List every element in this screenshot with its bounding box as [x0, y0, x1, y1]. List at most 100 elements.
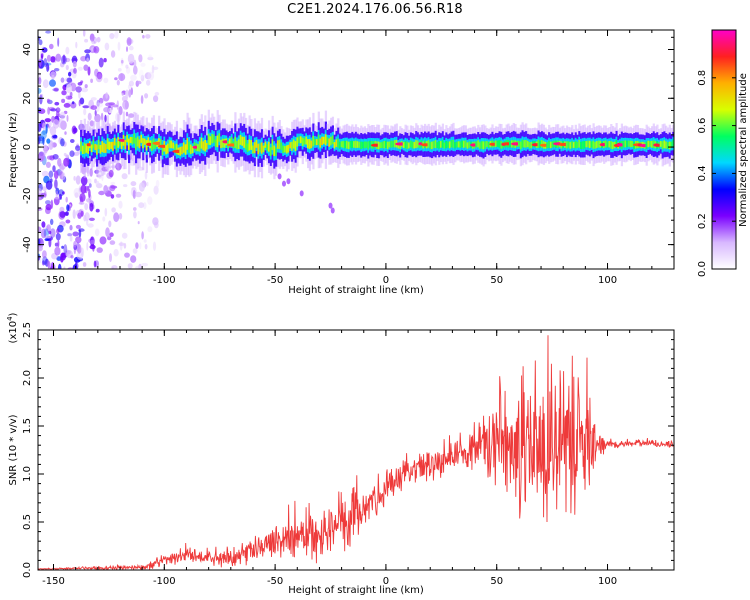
spectrogram-band-cell	[266, 144, 269, 151]
spectrogram-panel: -150 -100 -50 0 50 100 -40 -20 0 20 40 Height of s…	[8, 29, 675, 296]
spectrogram-band-cell	[131, 137, 134, 145]
spectrogram-band-cell	[390, 140, 393, 148]
spectrogram-blob	[118, 242, 125, 246]
spectrogram-blob	[54, 179, 58, 189]
spectrogram-blob	[105, 92, 109, 99]
spectrogram-blob	[38, 39, 43, 46]
spectrogram-blob	[38, 226, 42, 233]
spectrogram-band-cell	[346, 140, 349, 149]
spectrogram-band-cell	[243, 136, 246, 148]
spectrogram-band-cell	[184, 144, 187, 155]
spectrogram-blob	[50, 199, 54, 209]
spectrogram-blob	[41, 221, 46, 228]
spectrogram-band-cell	[133, 133, 136, 144]
spectrogram-blob	[141, 231, 144, 240]
spectrogram-blob	[43, 145, 48, 154]
spectrogram-blob	[53, 196, 60, 206]
spectrogram-band-cell	[482, 141, 485, 150]
spectrogram-band-cell	[571, 141, 574, 149]
spectrogram-peak	[146, 142, 153, 146]
spectrogram-band-cell	[358, 141, 361, 148]
snr-panel: -150 -100 -50 0 50 100 0.0 0.5 1.0 1.5 2.0 2.5 Heig…	[6, 312, 675, 596]
spectrogram-band-cell	[106, 138, 109, 149]
spectrogram-blob	[42, 79, 49, 89]
spectrogram-blob	[115, 193, 122, 198]
spectrogram-blob	[49, 126, 57, 136]
spectrogram-band-cell	[443, 142, 446, 149]
spectrogram-blob	[98, 97, 104, 104]
spectrogram-band-cell	[285, 145, 289, 154]
spectrogram-band-cell	[323, 136, 326, 144]
spectrogram-band-cell	[541, 140, 544, 148]
spectrogram-blob	[75, 41, 78, 49]
spectrogram-band-cell	[459, 141, 462, 148]
spectrogram-blob	[63, 244, 68, 254]
spectrogram-blob	[45, 200, 51, 205]
spectrogram-band-cell	[319, 138, 322, 148]
spectrogram-blob	[66, 250, 73, 259]
spectrogram-blob	[277, 173, 282, 180]
spectrogram-band-cell	[526, 140, 530, 147]
spectrogram-band-cell	[136, 136, 140, 147]
spectrogram-band-cell	[585, 141, 588, 148]
spectrogram-blob	[65, 196, 68, 203]
spectrogram-band-cell	[441, 140, 445, 148]
spectrogram-blob	[95, 208, 100, 213]
spectrogram-blob	[104, 114, 107, 123]
spectrogram-band-cell	[179, 146, 182, 156]
spectrogram-band-cell	[298, 136, 301, 144]
spectrogram-band-cell	[432, 141, 436, 149]
spectrogram-band-cell	[96, 144, 99, 155]
spectrogram-band-cell	[468, 141, 471, 148]
spectrogram-band-cell	[431, 141, 434, 150]
spectrogram-blob	[121, 173, 128, 180]
spectrogram-band-cell	[631, 141, 634, 147]
spectrogram-blob	[153, 221, 159, 229]
spectrogram-blob	[95, 180, 100, 188]
spectrogram-blob	[40, 53, 44, 58]
spectrogram-blob	[94, 228, 100, 237]
spectrogram-blob	[96, 71, 103, 80]
spectrogram-band-cell	[246, 143, 249, 152]
spectrogram-blob	[93, 260, 97, 268]
spectrogram-band-cell	[80, 141, 83, 152]
spectrogram-band-cell	[326, 137, 329, 144]
spectrogram-band-cell	[292, 139, 296, 149]
spectrogram-band-cell	[207, 133, 210, 145]
spectrogram-band-cell	[115, 142, 118, 151]
spectrogram-blob	[53, 87, 59, 92]
spectrogram-band-cell	[154, 141, 157, 149]
spectrogram-blob	[38, 238, 41, 245]
spectrogram-band-cell	[220, 139, 223, 149]
spectrogram-blob	[70, 255, 74, 259]
spectrogram-band-cell	[590, 141, 593, 148]
spectrogram-blob	[79, 193, 86, 202]
spectrogram-band-cell	[670, 141, 673, 148]
spectrogram-blob	[72, 264, 78, 269]
spectrogram-band-cell	[539, 140, 542, 148]
spectrogram-band-cell	[182, 142, 186, 153]
spectrogram-band-cell	[108, 141, 111, 150]
spectrogram-blob	[135, 265, 142, 269]
spectrogram-blob	[44, 235, 52, 239]
spectrogram-blob	[70, 139, 75, 143]
colorbar-tick-label: 0.2	[697, 213, 708, 229]
x-tick-label: 100	[598, 576, 617, 587]
spectrogram-blob	[111, 265, 118, 269]
spectrogram-band-cell	[198, 141, 202, 152]
spectrogram-blob	[57, 263, 62, 269]
spectrogram-blob	[137, 221, 140, 225]
spectrogram-band-cell	[587, 140, 590, 148]
spectrogram-band-cell	[369, 140, 372, 148]
spectrogram-blob	[96, 102, 104, 108]
spectrogram-band-cell	[268, 141, 271, 152]
spectrogram-band-cell	[567, 141, 570, 148]
spectrogram-blob	[80, 176, 88, 186]
spectrogram-band-cell	[659, 141, 663, 147]
spectrogram-band-cell	[356, 141, 359, 148]
spectrogram-band-cell	[347, 141, 351, 150]
spectrogram-band-cell	[349, 141, 352, 148]
spectrogram-blob	[69, 91, 73, 97]
spectrogram-blob	[55, 190, 59, 198]
spectrogram-band-cell	[365, 141, 368, 148]
